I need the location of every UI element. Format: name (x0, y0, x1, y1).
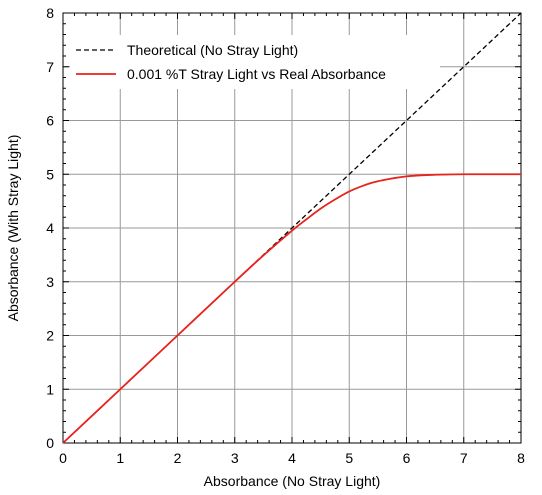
x-tick-label: 1 (116, 450, 124, 466)
y-tick-label: 6 (46, 113, 54, 129)
y-axis-title: Absorbance (With Stray Light) (5, 135, 21, 322)
y-tick-label: 0 (46, 435, 54, 451)
y-tick-label: 5 (46, 166, 54, 182)
x-tick-label: 7 (460, 450, 468, 466)
y-tick-label: 4 (46, 220, 54, 236)
legend: Theoretical (No Stray Light) 0.001 %T Str… (70, 35, 440, 89)
legend-background (70, 35, 440, 89)
x-tick-label: 0 (59, 450, 67, 466)
y-tick-label: 2 (46, 328, 54, 344)
x-tick-label: 2 (174, 450, 182, 466)
y-tick-label: 3 (46, 274, 54, 290)
legend-label: Theoretical (No Stray Light) (127, 42, 298, 58)
x-tick-label: 8 (517, 450, 525, 466)
legend-label: 0.001 %T Stray Light vs Real Absorbance (127, 66, 386, 82)
x-tick-label: 6 (403, 450, 411, 466)
x-tick-label: 5 (345, 450, 353, 466)
stray-light-series-line (62, 173, 522, 444)
y-tick-label: 8 (46, 5, 54, 21)
x-axis-title: Absorbance (No Stray Light) (204, 473, 381, 489)
y-tick-label: 7 (46, 59, 54, 75)
x-tick-label: 3 (231, 450, 239, 466)
series-layer (62, 12, 522, 444)
x-tick-label: 4 (288, 450, 296, 466)
y-tick-label: 1 (46, 381, 54, 397)
tick-labels: 0 1 2 3 4 5 6 7 8 0 1 2 3 4 5 6 7 8 (46, 5, 525, 466)
plot-frame (62, 12, 522, 444)
